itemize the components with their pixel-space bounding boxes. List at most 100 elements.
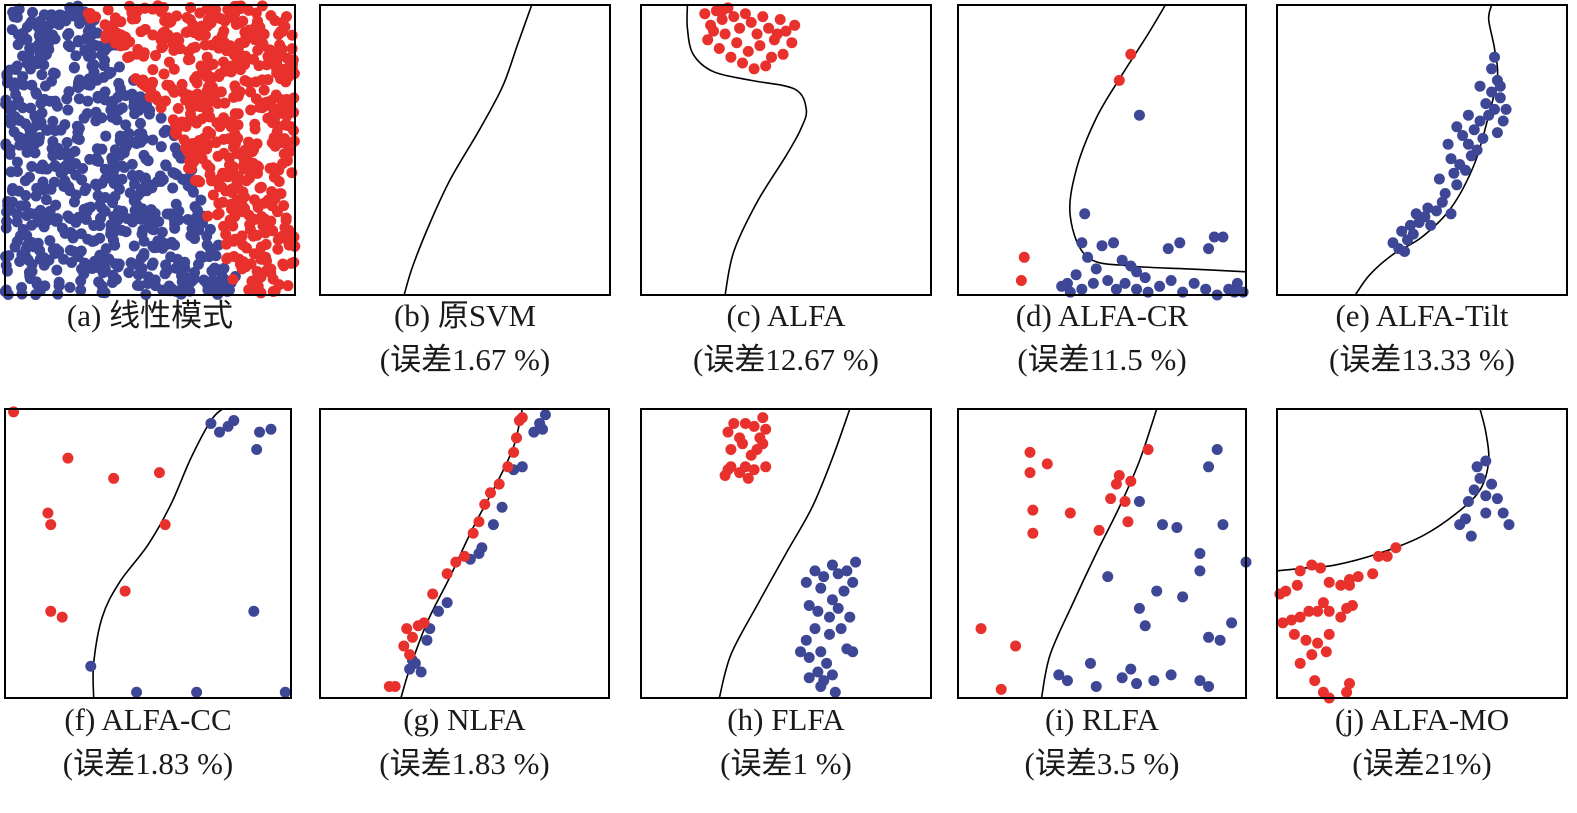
point-red-f-2 [108, 472, 120, 484]
point-red-a-442 [211, 117, 223, 129]
point-red-i-12 [1142, 443, 1154, 455]
point-blue-a-264 [86, 60, 98, 72]
point-red-a-329 [218, 56, 230, 68]
point-blue-a-623 [99, 94, 111, 106]
point-blue-e-21 [1460, 164, 1471, 176]
point-blue-h-16 [835, 623, 847, 635]
point-red-a-337 [213, 181, 225, 193]
point-red-a-325 [254, 182, 266, 194]
point-red-f-3 [153, 467, 165, 479]
point-blue-a-547 [4, 148, 16, 160]
point-blue-d-32 [1174, 237, 1186, 249]
point-red-a-519 [213, 207, 225, 219]
point-red-a-401 [266, 186, 278, 198]
point-blue-a-620 [23, 49, 35, 61]
point-red-c-25 [737, 57, 748, 69]
caption-title-a: (a) 线性模式 [67, 298, 233, 333]
point-blue-i-6 [1194, 548, 1206, 559]
point-red-a-413 [286, 43, 298, 55]
point-blue-j-0 [1471, 461, 1483, 473]
point-blue-e-8 [1419, 211, 1431, 223]
point-red-j-6 [1323, 576, 1335, 588]
point-blue-f-7 [248, 605, 260, 617]
point-blue-a-603 [49, 17, 61, 29]
caption-title-c: (c) ALFA [726, 298, 846, 333]
point-blue-a-564 [17, 27, 29, 39]
point-blue-a-303 [91, 155, 103, 167]
point-red-i-16 [995, 683, 1007, 695]
point-red-a-512 [212, 97, 224, 109]
point-blue-a-380 [105, 66, 117, 78]
point-blue-d-31 [1162, 243, 1174, 255]
point-red-a-212 [230, 82, 242, 94]
point-blue-a-628 [38, 252, 50, 264]
point-blue-i-19 [1090, 680, 1102, 692]
point-red-a-521 [287, 54, 299, 66]
point-blue-a-175 [17, 102, 29, 114]
point-blue-h-1 [809, 565, 821, 577]
point-red-a-134 [227, 273, 239, 285]
point-red-a-507 [234, 49, 246, 61]
point-blue-a-609 [56, 222, 68, 234]
point-blue-a-476 [159, 268, 171, 280]
point-blue-f-10 [191, 686, 203, 698]
point-red-a-338 [206, 39, 218, 51]
point-blue-d-5 [1108, 237, 1120, 249]
decision-boundary-b [403, 4, 533, 296]
point-red-j-19 [1312, 605, 1324, 617]
point-red-f-5 [45, 519, 57, 531]
point-red-g-21 [516, 412, 528, 424]
point-blue-g-17 [537, 423, 549, 435]
point-red-h-3 [739, 417, 751, 429]
point-blue-e-43 [1474, 80, 1486, 92]
point-red-a-366 [214, 68, 226, 80]
point-red-i-2 [1024, 467, 1036, 479]
point-blue-a-582 [68, 61, 80, 73]
point-blue-e-10 [1410, 208, 1422, 220]
panel-g: (g) NLFA (误差1.83 %) [319, 408, 610, 781]
point-red-a-451 [227, 220, 239, 232]
caption-title-i: (i) RLFA [1045, 702, 1160, 737]
decision-boundary-i [1040, 408, 1158, 699]
decision-boundary-c [686, 4, 808, 296]
point-blue-d-0 [1133, 109, 1145, 121]
point-blue-a-444 [63, 86, 75, 98]
point-blue-h-17 [824, 628, 835, 640]
decision-boundary-f [92, 408, 223, 699]
point-blue-h-29 [815, 680, 827, 692]
point-blue-e-9 [1425, 219, 1437, 231]
point-red-a-450 [192, 88, 204, 100]
point-red-h-19 [760, 461, 772, 473]
point-blue-j-13 [1503, 519, 1515, 531]
point-red-a-514 [186, 137, 198, 149]
panel-frame-f [4, 408, 292, 699]
point-blue-a-432 [21, 58, 33, 70]
point-blue-a-505 [131, 138, 143, 150]
point-red-c-22 [766, 51, 777, 63]
point-blue-a-326 [73, 93, 85, 105]
point-red-a-383 [224, 40, 236, 52]
point-blue-a-667 [179, 281, 191, 293]
point-red-j-29 [1306, 649, 1318, 661]
point-blue-i-2 [1133, 495, 1145, 507]
point-red-a-506 [285, 121, 297, 133]
point-blue-g-7 [441, 597, 453, 609]
point-blue-a-515 [128, 240, 140, 252]
point-blue-a-584 [137, 183, 149, 195]
point-blue-j-6 [1480, 490, 1492, 502]
point-blue-h-4 [832, 568, 844, 580]
point-red-a-154 [245, 104, 257, 116]
point-blue-d-18 [1110, 283, 1122, 295]
point-red-a-518 [255, 271, 267, 283]
point-blue-d-35 [1217, 231, 1229, 243]
point-blue-a-594 [10, 89, 22, 101]
point-red-i-9 [1110, 478, 1122, 490]
point-blue-a-617 [136, 127, 148, 139]
point-blue-e-33 [1489, 103, 1500, 115]
point-blue-a-592 [140, 153, 152, 165]
point-red-a-496 [276, 100, 288, 112]
point-blue-j-5 [1462, 495, 1474, 507]
point-blue-a-513 [155, 112, 167, 124]
point-blue-a-450 [19, 175, 31, 187]
point-blue-a-453 [73, 211, 85, 223]
